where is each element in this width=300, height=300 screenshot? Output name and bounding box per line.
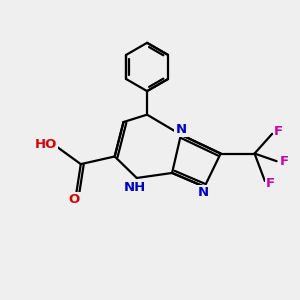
Text: O: O [68, 193, 80, 206]
Text: F: F [266, 177, 275, 190]
Text: F: F [274, 125, 283, 138]
Text: N: N [197, 186, 208, 199]
Text: HO: HO [35, 138, 57, 151]
Text: F: F [279, 155, 289, 168]
Text: NH: NH [124, 181, 146, 194]
Text: N: N [176, 123, 187, 136]
